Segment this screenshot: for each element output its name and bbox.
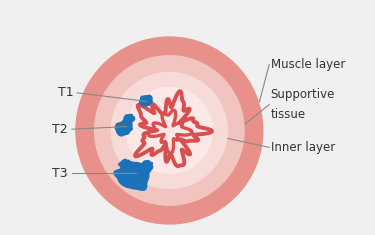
Text: Supportive: Supportive xyxy=(270,88,335,101)
Text: Inner layer: Inner layer xyxy=(270,141,335,154)
Circle shape xyxy=(76,37,263,224)
Circle shape xyxy=(94,56,244,205)
Text: tissue: tissue xyxy=(270,108,306,121)
Polygon shape xyxy=(135,91,212,166)
Circle shape xyxy=(126,87,212,173)
Polygon shape xyxy=(114,162,149,190)
Polygon shape xyxy=(119,159,131,169)
Polygon shape xyxy=(138,161,153,173)
Polygon shape xyxy=(139,95,152,106)
Circle shape xyxy=(111,73,227,188)
Text: T1: T1 xyxy=(58,86,73,99)
Polygon shape xyxy=(115,121,132,136)
Text: T2: T2 xyxy=(53,123,68,136)
Text: T3: T3 xyxy=(53,167,68,180)
Polygon shape xyxy=(124,114,135,123)
Text: Muscle layer: Muscle layer xyxy=(270,58,345,71)
